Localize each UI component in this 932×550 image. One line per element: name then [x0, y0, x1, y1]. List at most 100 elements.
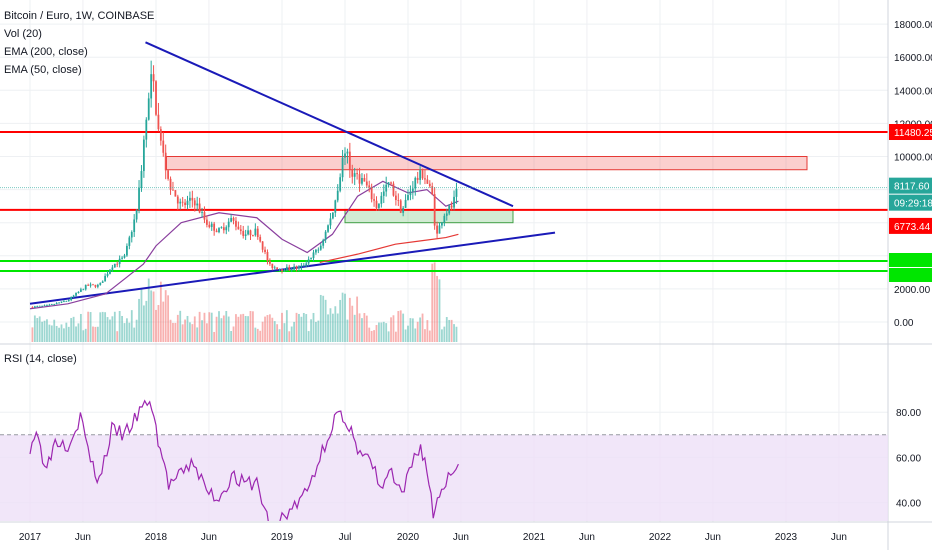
support-zone — [344, 208, 514, 224]
volume-bar — [363, 313, 366, 342]
candle-body — [72, 295, 75, 298]
volume-bar — [252, 311, 254, 342]
candle-body — [116, 263, 119, 265]
candle-body — [329, 218, 332, 226]
candle-body — [193, 200, 196, 206]
candle-body — [126, 245, 128, 256]
volume-bar — [329, 308, 332, 342]
candle-body — [159, 129, 162, 141]
candle-body — [331, 212, 334, 219]
candle-body — [356, 173, 359, 175]
candle-body — [382, 191, 385, 196]
symbol-title[interactable]: Bitcoin / Euro, 1W, COINBASE — [4, 10, 154, 22]
time-tick-label: Jun — [453, 532, 469, 543]
candle-body — [198, 203, 201, 213]
volume-bar — [312, 312, 315, 342]
rsi-tick-label: 40.00 — [896, 499, 921, 510]
candle-body — [409, 191, 412, 196]
volume-bar — [293, 321, 296, 342]
volume-bar — [104, 312, 107, 342]
volume-bar — [368, 327, 371, 342]
candle-body — [210, 223, 213, 228]
volume-bar — [281, 312, 283, 342]
candle-body — [363, 178, 366, 182]
time-axis[interactable]: 2017 Jun 2018 Jun 2019 Jul 2020 Jun 2021 Jun 2022 J… — [19, 532, 847, 543]
candle-body — [392, 183, 395, 196]
candle-body — [215, 230, 218, 233]
volume-bar — [96, 326, 99, 342]
legend-rsi[interactable]: RSI (14, close) — [4, 353, 77, 365]
candle-body — [249, 230, 252, 236]
volume-bar — [390, 317, 392, 342]
legend-volume[interactable]: Vol (20) — [4, 28, 42, 40]
volume-bar — [256, 328, 259, 342]
volume-bar — [55, 325, 58, 342]
volume-bar — [208, 312, 211, 342]
ema-200-line — [319, 233, 459, 264]
volume-bar — [290, 326, 293, 342]
volume-bar — [63, 328, 65, 342]
volume-bar — [106, 317, 109, 342]
candle-body — [334, 200, 337, 213]
volume-bar — [327, 314, 329, 342]
volume-bar — [387, 331, 390, 342]
candle-body — [145, 119, 148, 140]
volume-bar — [266, 315, 269, 342]
volume-bar — [283, 323, 286, 342]
tag-resistance-lower-bg — [889, 217, 932, 234]
candle-body — [113, 263, 116, 268]
candle-body — [118, 258, 121, 264]
candle-body — [300, 265, 303, 267]
candle-body — [307, 259, 310, 264]
candle-body — [433, 194, 436, 226]
time-tick-label: Jun — [201, 532, 217, 543]
rsi-pane[interactable] — [0, 399, 888, 530]
legend-ema50[interactable]: EMA (50, close) — [4, 64, 82, 76]
volume-bar — [436, 275, 438, 342]
candle-body — [312, 252, 315, 259]
volume-bar — [300, 316, 303, 342]
candle-body — [399, 200, 402, 213]
volume-bar — [242, 313, 245, 342]
candle-body — [48, 304, 51, 306]
time-tick-label: 2023 — [775, 532, 798, 543]
volume-bar — [92, 326, 94, 342]
volume-bar — [438, 279, 441, 342]
candle-body — [140, 171, 143, 188]
candle-body — [89, 284, 92, 286]
price-axis[interactable]: 18000.0016000.0014000.0012000.0010000.00… — [894, 20, 932, 329]
volume-bar — [196, 327, 199, 342]
volume-bar — [254, 327, 257, 342]
rsi-axis[interactable]: 80.00 60.00 40.00 — [896, 408, 921, 509]
volume-bar — [317, 320, 320, 342]
candle-body — [431, 186, 434, 195]
candle-body — [419, 170, 422, 180]
candle-body — [273, 267, 276, 269]
candle-body — [138, 187, 140, 211]
candle-body — [365, 181, 368, 186]
price-tick-label: 10000.00 — [894, 153, 932, 164]
volume-bar — [239, 314, 242, 342]
volume-bar — [99, 312, 102, 342]
volume-bar — [414, 328, 417, 342]
volume-bar — [126, 318, 128, 342]
volume-bar — [162, 301, 165, 342]
volume-bar — [101, 311, 104, 342]
candle-body — [387, 182, 390, 185]
candle-body — [53, 304, 56, 305]
volume-bar — [181, 324, 184, 342]
price-pane[interactable] — [0, 41, 888, 342]
volume-bar — [426, 320, 429, 342]
volume-bar — [87, 311, 90, 342]
ema-lines — [29, 180, 459, 310]
candle-body — [172, 189, 174, 191]
rsi-tick-label: 80.00 — [896, 408, 921, 419]
volume-bar — [455, 326, 458, 342]
candle-body — [106, 273, 109, 276]
volume-bar — [348, 297, 351, 342]
tag-last-price-bg — [889, 177, 932, 194]
volume-bar — [155, 309, 157, 342]
horizontal-levels — [0, 131, 888, 272]
legend-ema200[interactable]: EMA (200, close) — [4, 46, 88, 58]
candle-body — [305, 263, 308, 266]
